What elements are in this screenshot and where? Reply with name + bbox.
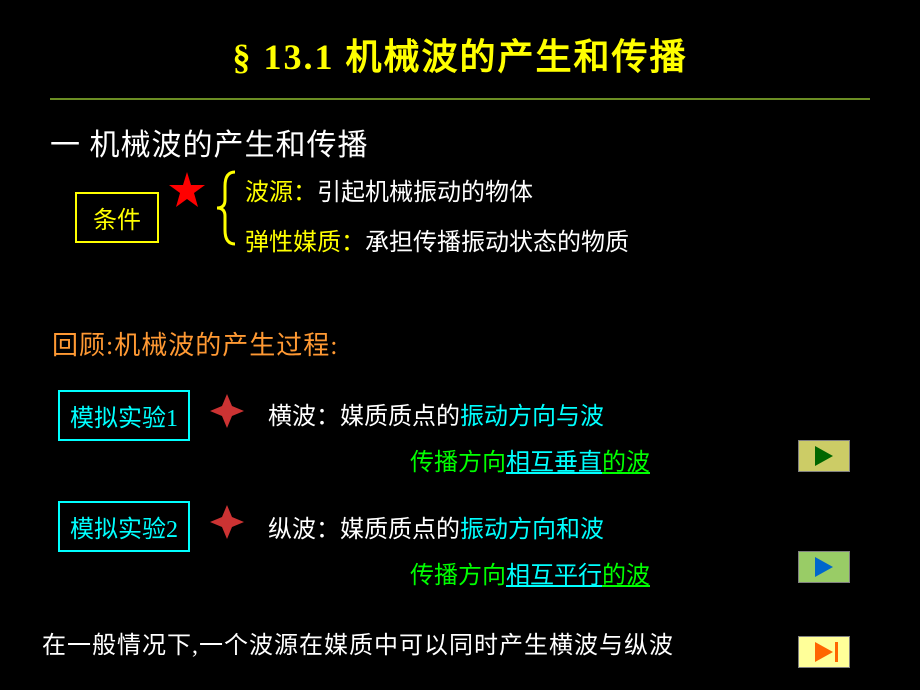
experiment-1-label: 模拟实验1 <box>70 406 178 432</box>
play-button-2[interactable] <box>798 551 850 583</box>
play-triangle-1-icon <box>815 446 833 466</box>
play-triangle-2-icon <box>815 557 833 577</box>
section-heading: 一 机械波的产生和传播 <box>50 120 920 164</box>
red-star-icon <box>167 170 207 210</box>
exp2-text2: 振动方向和波 <box>460 517 604 543</box>
wave-source-label: 波源： <box>245 180 317 206</box>
exp2-line2: 传播方向相互平行的波 <box>410 555 650 590</box>
experiment-2-block: 模拟实验2 纵波：媒质质点的振动方向和波 传播方向相互平行的波 <box>58 501 920 552</box>
condition-line2: 弹性媒质：承担传播振动状态的物质 <box>245 222 629 257</box>
bottom-summary: 在一般情况下,一个波源在媒质中可以同时产生横波与纵波 <box>42 625 674 660</box>
elastic-medium-def: 承担传播振动状态的物质 <box>365 230 629 256</box>
curly-bracket-icon <box>213 168 243 248</box>
play-triangle-3-icon <box>815 642 833 662</box>
wave-source-def: 引起机械振动的物体 <box>317 180 533 206</box>
exp1-text4: 相互垂直 <box>506 450 602 476</box>
elastic-medium-label: 弹性媒质： <box>245 230 365 256</box>
condition-box: 条件 <box>75 192 159 243</box>
exp1-text5: 的波 <box>602 450 650 476</box>
condition-line1: 波源：引起机械振动的物体 <box>245 172 533 207</box>
exp1-text1: 媒质质点的 <box>340 404 460 430</box>
play-button-1[interactable] <box>798 440 850 472</box>
exp2-text5: 的波 <box>602 563 650 589</box>
experiment-1-block: 模拟实验1 横波：媒质质点的振动方向与波 传播方向相互垂直的波 <box>58 390 920 441</box>
exp2-line1: 纵波：媒质质点的振动方向和波 <box>268 509 604 544</box>
condition-block: 条件 波源：引起机械振动的物体 弹性媒质：承担传播振动状态的物质 <box>75 192 920 243</box>
exp2-text4: 相互平行 <box>506 563 602 589</box>
play-3-bar <box>835 642 838 662</box>
exp1-text2: 振动方向与波 <box>460 404 604 430</box>
review-heading: 回顾:机械波的产生过程: <box>52 325 920 362</box>
diamond-star-2-icon <box>208 503 246 541</box>
experiment-2-box: 模拟实验2 <box>58 501 190 552</box>
diamond-star-1-icon <box>208 392 246 430</box>
transverse-label: 横波： <box>268 404 340 430</box>
experiment-1-box: 模拟实验1 <box>58 390 190 441</box>
exp1-line2: 传播方向相互垂直的波 <box>410 442 650 477</box>
slide-title: § 13.1 机械波的产生和传播 <box>0 0 920 80</box>
exp2-text3: 传播方向 <box>410 563 506 589</box>
exp1-text3: 传播方向 <box>410 450 506 476</box>
experiment-2-label: 模拟实验2 <box>70 517 178 543</box>
play-button-3[interactable] <box>798 636 850 668</box>
exp1-line1: 横波：媒质质点的振动方向与波 <box>268 396 604 431</box>
longitudinal-label: 纵波： <box>268 517 340 543</box>
exp2-text1: 媒质质点的 <box>340 517 460 543</box>
title-divider <box>50 98 870 100</box>
